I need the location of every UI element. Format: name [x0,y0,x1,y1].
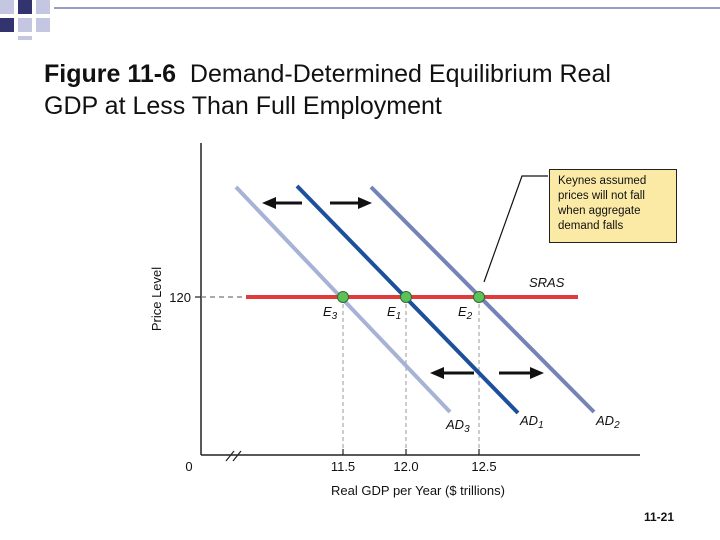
x-tick-label: 12.5 [471,459,496,474]
ad2-label: AD2 [595,413,620,431]
deco-square [18,36,32,40]
callout-pointer [483,175,548,283]
deco-square [18,18,32,32]
e2-label: E2 [458,304,473,322]
e3-label: E3 [323,304,338,322]
ad3-label: AD3 [445,417,470,435]
title-decoration [0,0,720,40]
shift-arrow-left-icon [262,197,302,209]
shift-arrow-left-icon [430,367,474,379]
page-number: 11-21 [644,510,675,524]
x-axis-label: Real GDP per Year ($ trillions) [331,483,505,498]
deco-square [36,0,50,14]
deco-square [36,18,50,32]
equilibrium-point-e1 [400,291,412,303]
equilibrium-point-e3 [337,291,349,303]
figure-label: Figure 11-6 [44,60,176,88]
x-origin-label: 0 [185,459,192,474]
x-tick-label: 12.0 [393,459,418,474]
y-axis-label: Price Level [149,267,164,331]
deco-square [0,0,14,14]
axis-break-icon [225,450,242,462]
e1-label: E1 [387,304,401,322]
shift-arrow-right-icon [330,197,372,209]
page-title: Figure 11-6 Demand-Determined Equilibriu… [44,58,704,122]
sras-label: SRAS [529,275,565,290]
keynes-callout: Keynes assumed prices will not fall when… [549,169,677,243]
deco-square [18,0,32,14]
title-line-1: Demand-Determined Equilibrium Real [189,60,611,88]
title-line-2: GDP at Less Than Full Employment [44,92,442,120]
deco-square [0,18,14,32]
shift-arrow-right-icon [499,367,544,379]
y-tick-label: 120 [169,290,191,305]
equilibrium-point-e2 [473,291,485,303]
ad1-label: AD1 [519,413,544,431]
x-tick-label: 11.5 [331,459,355,474]
